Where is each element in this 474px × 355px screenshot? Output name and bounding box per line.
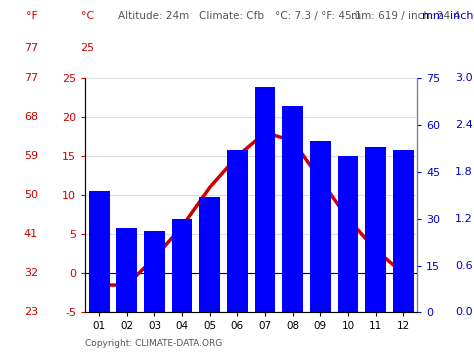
Bar bbox=[393, 150, 414, 312]
Text: 0.6: 0.6 bbox=[455, 261, 473, 271]
Text: 41: 41 bbox=[24, 229, 38, 239]
Text: Climate: Cfb: Climate: Cfb bbox=[199, 11, 264, 21]
Text: 25: 25 bbox=[81, 43, 95, 53]
Text: °F: °F bbox=[26, 11, 38, 21]
Bar bbox=[117, 228, 137, 312]
Bar bbox=[227, 150, 248, 312]
Text: °C: °C bbox=[81, 11, 94, 21]
Text: 32: 32 bbox=[24, 268, 38, 278]
Text: Copyright: CLIMATE-DATA.ORG: Copyright: CLIMATE-DATA.ORG bbox=[85, 339, 223, 348]
Text: 2.4: 2.4 bbox=[455, 120, 473, 130]
Text: 68: 68 bbox=[24, 112, 38, 122]
Text: mm: mm bbox=[422, 11, 444, 21]
Text: 23: 23 bbox=[24, 307, 38, 317]
Text: 1.8: 1.8 bbox=[455, 167, 473, 177]
Text: 50: 50 bbox=[24, 190, 38, 200]
Text: 0.0: 0.0 bbox=[455, 307, 473, 317]
Bar bbox=[310, 141, 331, 312]
Bar bbox=[337, 156, 358, 312]
Text: 77: 77 bbox=[24, 73, 38, 83]
Bar bbox=[255, 87, 275, 312]
Bar bbox=[144, 231, 165, 312]
Text: Altitude: 24m: Altitude: 24m bbox=[118, 11, 190, 21]
Text: °C: 7.3 / °F: 45.1: °C: 7.3 / °F: 45.1 bbox=[275, 11, 362, 21]
Text: 3.0: 3.0 bbox=[455, 73, 473, 83]
Text: mm: 619 / inch: 24.4: mm: 619 / inch: 24.4 bbox=[351, 11, 460, 21]
Bar bbox=[200, 197, 220, 312]
Text: 1.2: 1.2 bbox=[455, 214, 473, 224]
Text: 77: 77 bbox=[24, 43, 38, 53]
Bar bbox=[365, 147, 386, 312]
Bar bbox=[89, 191, 109, 312]
Bar bbox=[283, 106, 303, 312]
Bar bbox=[172, 219, 192, 312]
Text: 59: 59 bbox=[24, 151, 38, 161]
Text: inch: inch bbox=[450, 11, 474, 21]
